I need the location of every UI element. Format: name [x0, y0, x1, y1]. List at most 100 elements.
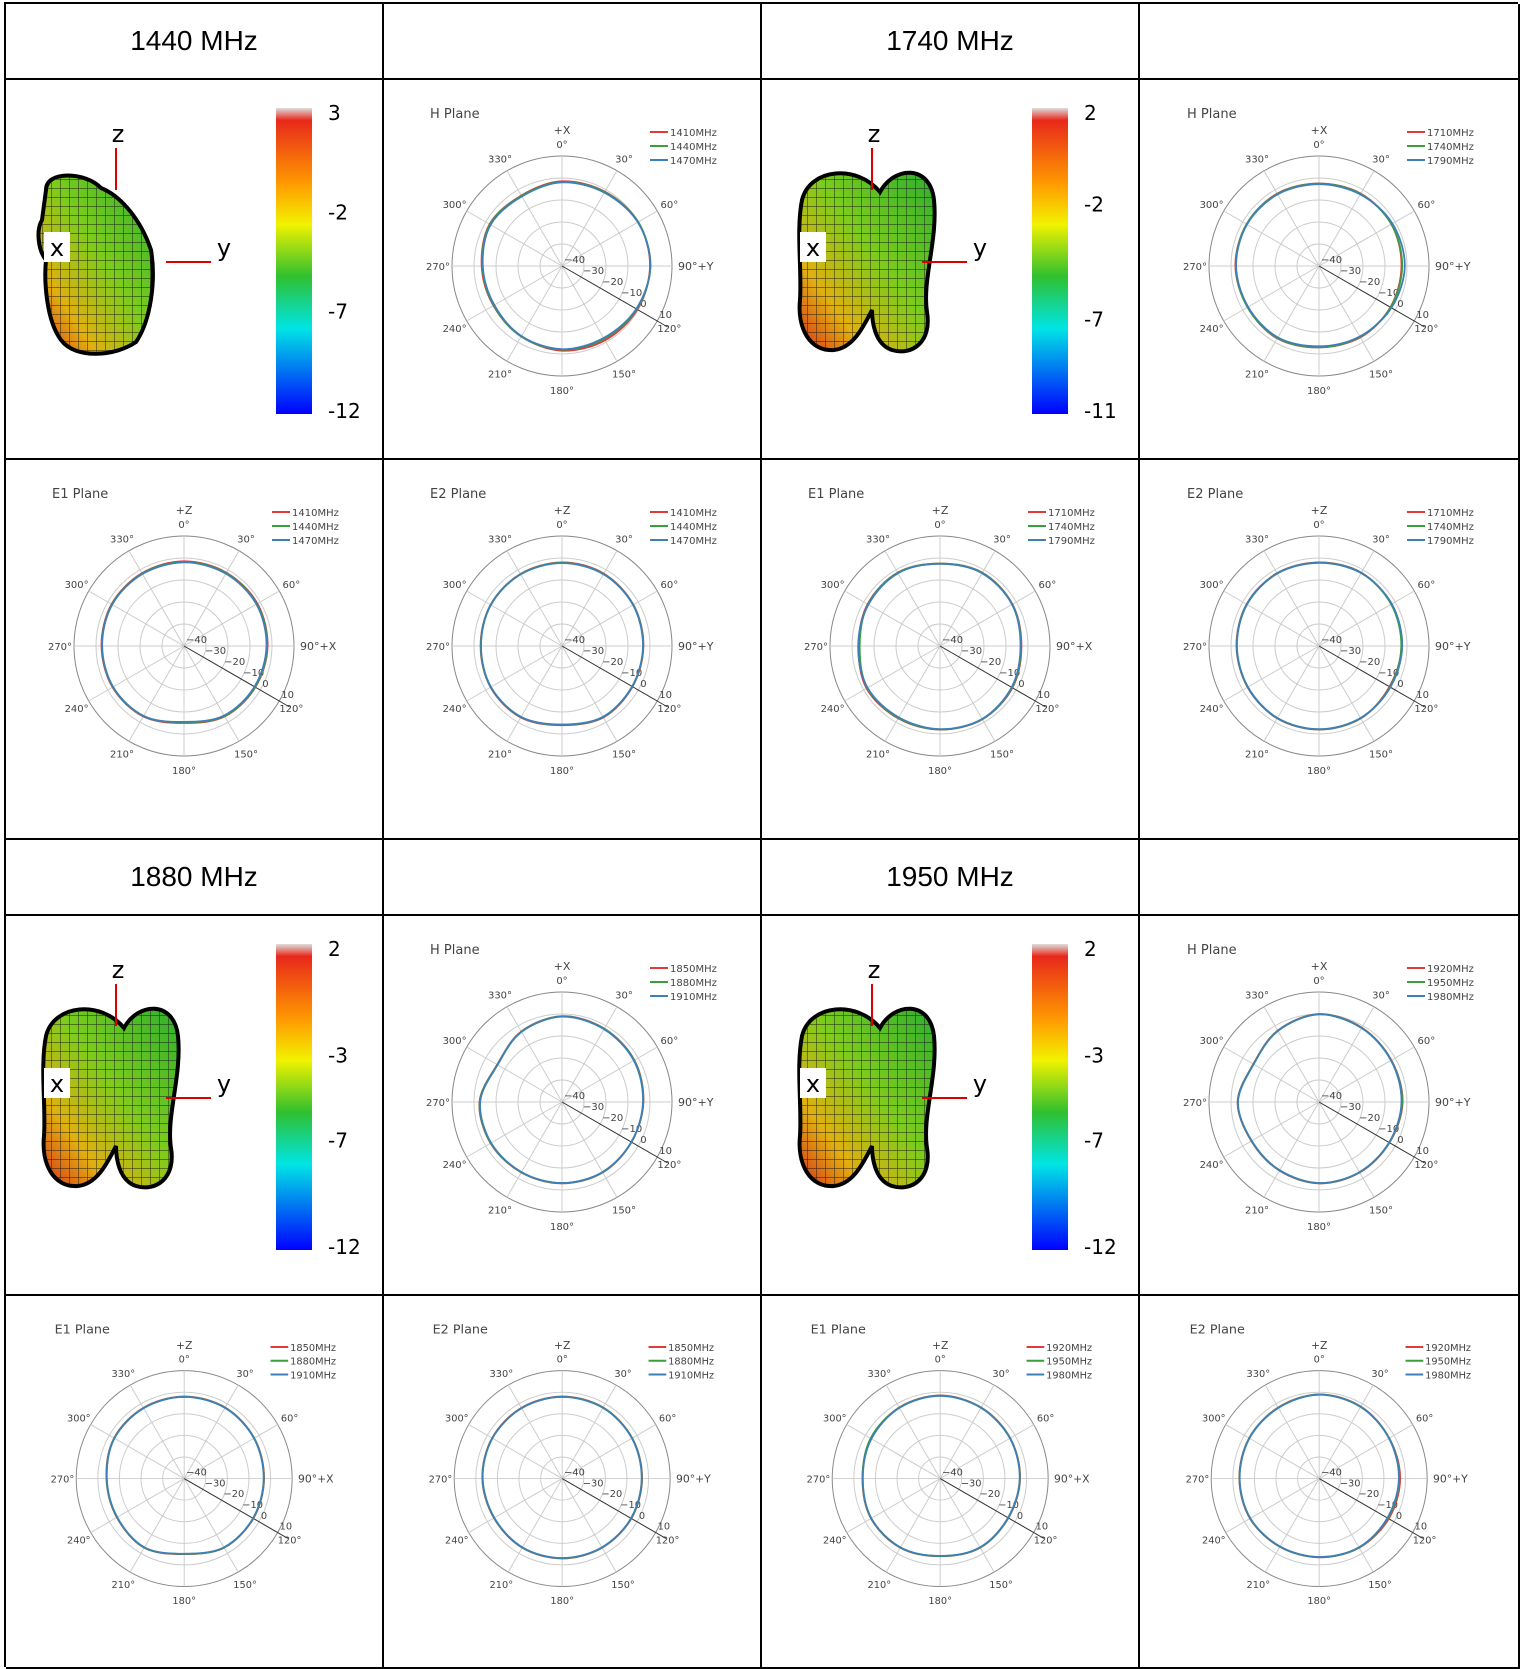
radial-tick: 10: [281, 690, 294, 701]
grid-spoke: [939, 1424, 1034, 1479]
radial-tick: −10: [1378, 288, 1399, 299]
radial-tick: −30: [583, 1102, 604, 1113]
angle-tick: 210°: [868, 1580, 892, 1591]
angle-tick: 300°: [443, 580, 467, 591]
grid-spoke: [466, 265, 563, 322]
radial-tick: −20: [980, 657, 1001, 668]
angle-tick-right: 90°+Y: [1435, 260, 1471, 273]
grid-spoke: [466, 1046, 563, 1103]
grid-spoke: [561, 1006, 618, 1103]
angle-tick: 60°: [1416, 1414, 1433, 1425]
e2plane-1950-cell: 0° +Z 30° 60° 90°+Y 120° 150° 180° 210° 240° 270° 3…: [1140, 1296, 1520, 1669]
angle-tick: 30°: [1372, 155, 1390, 166]
angle-tick: 330°: [490, 1369, 514, 1380]
angle-tick: 150°: [611, 1580, 635, 1591]
angle-tick: 210°: [1245, 369, 1269, 380]
angle-tick: 150°: [233, 1580, 257, 1591]
grid-spoke: [561, 210, 658, 267]
legend-label: 1880MHz: [670, 978, 717, 989]
grid-spoke: [844, 645, 941, 702]
angle-tick: 120°: [1414, 704, 1438, 715]
angle-tick: 210°: [1245, 749, 1269, 760]
angle-tick: 240°: [1200, 324, 1224, 335]
colorbar: [276, 108, 312, 414]
angle-tick: 180°: [1307, 1596, 1331, 1607]
grid-spoke: [939, 550, 996, 647]
pattern3d-1440-cell: z x y 3 -2 -7 -12: [6, 80, 384, 460]
e2plane-1880-cell: 0° +Z 30° 60° 90°+Y 120° 150° 180° 210° 240° 270° 3…: [384, 1296, 762, 1669]
z-label: z: [112, 956, 125, 984]
angle-tick: 60°: [1418, 200, 1436, 211]
angle-tick: 270°: [426, 642, 450, 653]
radial-tick: −10: [621, 668, 642, 679]
angle-tick: 30°: [615, 155, 633, 166]
e2plane-1440-cell: 0° +Z 30° 60° 90°+Y 120° 150° 180° 210° 240° 270° 3…: [384, 460, 762, 840]
radial-tick: 0: [639, 1511, 645, 1522]
colorbar-tick: -11: [1084, 399, 1117, 423]
radial-tick: 0: [640, 679, 646, 690]
grid-spoke: [466, 590, 563, 647]
radial-tick: −30: [205, 1478, 226, 1489]
angle-tick: 210°: [488, 369, 512, 380]
x-label-box: [800, 1068, 826, 1098]
grid-spoke: [1263, 550, 1320, 647]
colorbar-tick: -7: [328, 300, 348, 324]
radial-tick: 0: [261, 1511, 267, 1522]
radial-tick: −20: [224, 657, 245, 668]
legend-label: 1850MHz: [670, 964, 717, 975]
radial-tick: 10: [1416, 310, 1429, 321]
series-line: [1238, 1393, 1400, 1558]
radial-tick: 10: [659, 310, 672, 321]
radial-tick: −10: [620, 1500, 641, 1511]
series-line: [101, 561, 268, 723]
pattern3d-1880-cell: z x y 2 -3 -7 -12: [6, 916, 384, 1296]
angle-tick: 240°: [1200, 1160, 1224, 1171]
radial-axis: [1318, 1478, 1424, 1539]
plot-title: E2 Plane: [1187, 487, 1243, 502]
angle-tick: 210°: [488, 749, 512, 760]
radial-axis: [1318, 645, 1425, 708]
grid-spoke: [561, 550, 618, 647]
angle-tick: 240°: [443, 1160, 467, 1171]
colorbar-tick: -7: [1084, 1129, 1104, 1153]
radial-tick: −10: [998, 1500, 1019, 1511]
angle-tick: 60°: [283, 580, 301, 591]
angle-tick-right: 90°+X: [298, 1472, 334, 1485]
radial-tick: −20: [1359, 1113, 1380, 1124]
colorbar-tick: -12: [1084, 1235, 1117, 1259]
hplane-1880-cell: 0° +X 30° 60° 90°+Y 120° 150° 180° 210° 240° 270° 3…: [384, 916, 762, 1296]
angle-tick: 330°: [1245, 535, 1269, 546]
colorbar-tick: 3: [328, 101, 341, 125]
radial-axis: [183, 1478, 289, 1539]
angle-tick-right: 90°+Y: [678, 1096, 714, 1109]
legend-label: 1880MHz: [668, 1357, 714, 1368]
plot-title: E1 Plane: [808, 487, 864, 502]
angle-tick: 180°: [172, 766, 196, 777]
radial-tick: 10: [1416, 1146, 1429, 1157]
angle-tick: 120°: [1413, 1535, 1437, 1546]
grid-spoke: [506, 1006, 563, 1103]
radial-axis: [561, 1478, 667, 1539]
grid-spoke: [1318, 1101, 1375, 1198]
radial-tick: −40: [1321, 1091, 1342, 1102]
grid-spoke: [1318, 550, 1375, 647]
axis-label: +Z: [932, 504, 949, 517]
angle-tick: 240°: [821, 704, 845, 715]
radial-tick: −30: [583, 646, 604, 657]
colorbar-tick: 2: [328, 937, 341, 961]
angle-tick: 150°: [1369, 369, 1393, 380]
radial-tick: −30: [961, 646, 982, 657]
radial-tick: 10: [659, 1146, 672, 1157]
legend-label: 1920MHz: [1425, 1343, 1471, 1354]
radial-tick: 0: [1018, 679, 1024, 690]
angle-tick: 150°: [990, 749, 1014, 760]
radial-axis: [939, 1478, 1045, 1539]
plot-title: H Plane: [1187, 107, 1237, 122]
axis-label: +Z: [1311, 1339, 1327, 1352]
header-1740: 1740 MHz: [762, 4, 1140, 80]
x-label-box: [800, 232, 826, 262]
angle-tick-right: 90°+Y: [678, 260, 714, 273]
angle-tick: 180°: [550, 1222, 574, 1233]
z-label: z: [868, 120, 881, 148]
grid-spoke: [1263, 265, 1320, 362]
